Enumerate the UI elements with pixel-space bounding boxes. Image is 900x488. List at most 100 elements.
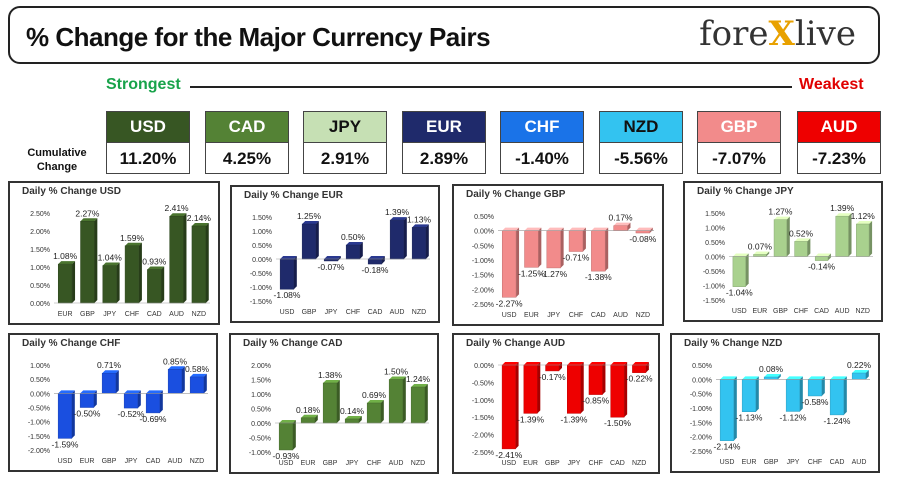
chart-plot: -1.00% -0.50% 0.00% 0.50% 1.00% 1.50% 2.00% -0.… [249, 363, 431, 467]
bar-top [815, 253, 831, 257]
cumulative-card-cad: CAD 4.25% [205, 111, 289, 174]
x-tick-label: NZD [190, 458, 204, 465]
cumulative-card-usd: USD 11.20% [106, 111, 190, 174]
bar-top [346, 242, 363, 245]
bar-top [794, 238, 811, 242]
bar-top [808, 376, 825, 380]
data-label: -1.59% [52, 439, 79, 449]
bar-top [169, 213, 187, 217]
bar-usd [732, 256, 746, 287]
y-tick-label: 2.50% [30, 211, 50, 218]
data-label: -0.14% [808, 262, 835, 272]
chart-plot: -2.00% -1.50% -1.00% -0.50% 0.00% 0.50% 1.00% -… [28, 356, 210, 465]
bar-side [559, 362, 563, 371]
bar-side [537, 362, 541, 414]
bar-side [582, 227, 586, 252]
data-label: 0.07% [748, 241, 773, 251]
x-tick-label: GBP [102, 458, 117, 465]
page-title: % Change for the Major Currency Pairs [26, 22, 491, 52]
bar-side [359, 242, 363, 259]
bar-top [323, 379, 340, 383]
bar-side [424, 384, 428, 423]
y-tick-label: 0.00% [692, 377, 712, 384]
bar-top [569, 227, 586, 231]
bar-side [292, 420, 296, 450]
bar-top [610, 362, 628, 365]
bar-side [425, 224, 429, 259]
bar-side [745, 253, 749, 287]
bar-side [403, 217, 407, 259]
bar-side [337, 256, 341, 261]
bar-eur [524, 230, 539, 268]
x-tick-label: CHF [367, 460, 381, 467]
data-label: 1.25% [297, 211, 322, 221]
bar-side [602, 362, 606, 395]
y-tick-label: 0.50% [251, 407, 271, 414]
bar-jpy [102, 265, 117, 304]
x-tick-label: CAD [610, 460, 625, 467]
chart-title: Daily % Change CHF [22, 338, 121, 349]
y-tick-label: -1.50% [472, 273, 494, 280]
x-tick-label: JPY [787, 459, 800, 466]
cumulative-value: 11.20% [107, 142, 189, 175]
data-label: 1.08% [53, 251, 78, 261]
bar-top [613, 222, 631, 226]
data-label: -0.50% [74, 409, 101, 419]
bar-top [102, 370, 119, 374]
chart-title: Daily % Change AUD [466, 338, 566, 349]
x-tick-label: EUR [752, 308, 767, 315]
y-tick-label: 1.00% [252, 229, 272, 236]
bar-side [137, 390, 141, 409]
x-tick-label: CAD [146, 458, 161, 465]
y-tick-label: -1.50% [472, 415, 494, 422]
data-label: -0.08% [629, 234, 656, 244]
y-tick-label: 0.00% [30, 391, 50, 398]
bar-aud [167, 369, 183, 394]
bar-side [624, 362, 628, 418]
strongest-label: Strongest [106, 76, 181, 93]
bar-top [80, 218, 98, 222]
y-tick-label: -0.50% [690, 392, 712, 399]
bar-eur [523, 364, 538, 414]
currency-name: NZD [600, 112, 682, 142]
bar-top [125, 242, 142, 246]
x-tick-label: USD [720, 459, 735, 466]
bar-top [545, 362, 563, 365]
bar-nzd [410, 386, 426, 424]
data-label: 0.69% [362, 390, 387, 400]
x-tick-label: CHF [794, 308, 808, 315]
bar-gbp [545, 364, 560, 372]
data-label: 0.22% [847, 360, 872, 370]
y-tick-label: -2.00% [690, 435, 712, 442]
x-tick-label: EUR [80, 458, 95, 465]
x-tick-label: GBP [764, 459, 779, 466]
bar-side [71, 390, 75, 439]
data-label: 0.17% [609, 213, 634, 223]
y-tick-label: -2.00% [472, 433, 494, 440]
y-tick-label: 0.50% [252, 243, 272, 250]
data-label: 0.08% [759, 364, 784, 374]
x-tick-label: USD [58, 458, 73, 465]
bar-usd [501, 230, 517, 298]
bar-top [753, 251, 770, 255]
x-tick-label: NZD [192, 311, 206, 318]
bar-chf [588, 364, 603, 395]
bar-top [390, 217, 407, 221]
bar-aud [851, 372, 867, 380]
x-tick-label: CHF [808, 459, 822, 466]
cumulative-card-eur: EUR 2.89% [402, 111, 486, 174]
y-tick-label: 0.00% [705, 255, 725, 262]
bar-top [191, 222, 209, 226]
bar-usd [501, 364, 516, 450]
x-tick-label: GBP [80, 311, 95, 318]
chart-title: Daily % Change USD [22, 186, 121, 197]
bar-side [203, 373, 207, 394]
bar-jpy [785, 379, 801, 412]
bar-top [732, 253, 749, 257]
y-tick-label: 0.50% [692, 363, 712, 370]
data-label: 0.71% [97, 360, 122, 370]
bar-top [567, 362, 584, 365]
bar-chf [366, 402, 382, 424]
x-tick-label: CHF [346, 309, 360, 316]
bar-side [336, 379, 340, 423]
